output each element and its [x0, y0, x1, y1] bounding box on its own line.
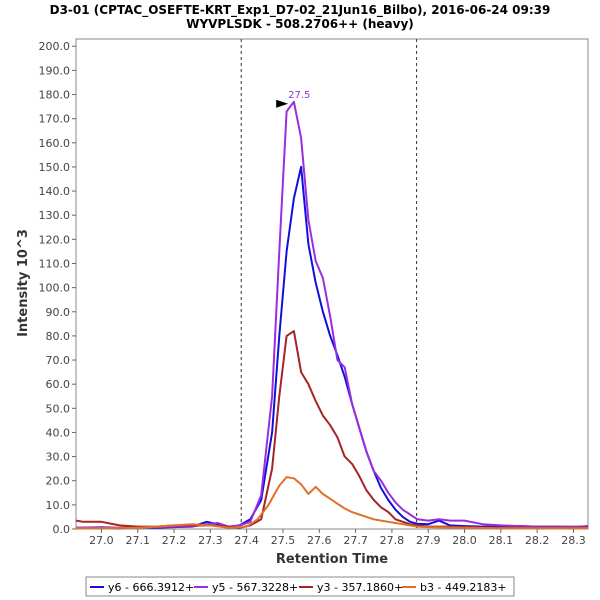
x-tick-label: 27.7 — [343, 534, 368, 547]
x-tick-label: 27.9 — [416, 534, 441, 547]
x-axis-ticks: 27.0 27.1 27.2 27.3 27.4 27.5 27.6 27.7 27.8 27.9… — [89, 529, 586, 547]
y-tick-label: 130.0 — [39, 209, 71, 222]
legend-label-y3: y3 - 357.1860+ — [317, 581, 403, 594]
y-tick-label: 90.0 — [46, 306, 71, 319]
x-tick-label: 27.0 — [89, 534, 114, 547]
y-tick-label: 180.0 — [39, 89, 71, 102]
peak-label: 27.5 — [288, 90, 310, 101]
y-axis-ticks: 0.0 10.0 20.0 30.0 40.0 50.0 60.0 70.0 80.0 90.0 1… — [39, 40, 76, 536]
x-tick-label: 27.8 — [380, 534, 405, 547]
y-tick-label: 120.0 — [39, 233, 71, 246]
chart-subtitle: WYVPLSDK - 508.2706++ (heavy) — [186, 17, 414, 31]
chart-title: D3-01 (CPTAC_OSEFTE-KRT_Exp1_D7-02_21Jun… — [50, 3, 551, 18]
x-tick-label: 27.1 — [125, 534, 150, 547]
x-tick-label: 27.6 — [307, 534, 332, 547]
y-tick-label: 40.0 — [46, 426, 71, 439]
integration-bounds — [240, 39, 418, 529]
x-tick-label: 28.3 — [561, 534, 586, 547]
y-tick-label: 30.0 — [46, 451, 71, 464]
y-tick-label: 10.0 — [46, 499, 71, 512]
x-tick-label: 27.5 — [271, 534, 296, 547]
legend-label-y5: y5 - 567.3228+ — [212, 581, 298, 594]
x-tick-label: 27.3 — [198, 534, 223, 547]
x-tick-label: 27.4 — [234, 534, 259, 547]
y-tick-label: 50.0 — [46, 402, 71, 415]
x-tick-label: 28.2 — [525, 534, 550, 547]
legend: y6 - 666.3912+ y5 - 567.3228+ y3 - 357.1… — [85, 576, 515, 597]
plot-area: 0.0 10.0 20.0 30.0 40.0 50.0 60.0 70.0 80.0 90.0 1… — [39, 38, 589, 547]
y-tick-label: 100.0 — [39, 282, 71, 295]
peak-marker-icon — [276, 99, 289, 108]
plot-frame — [75, 38, 589, 530]
series-line-b3 — [76, 476, 588, 530]
x-tick-label: 28.1 — [489, 534, 514, 547]
y-tick-label: 200.0 — [39, 40, 71, 53]
y-tick-label: 80.0 — [46, 330, 71, 343]
series-line-y5 — [75, 100, 588, 529]
y-tick-label: 110.0 — [39, 257, 71, 270]
x-tick-label: 27.2 — [162, 534, 187, 547]
peak-annotation: 27.5 — [276, 90, 310, 108]
y-tick-label: 0.0 — [53, 523, 71, 536]
y-tick-label: 160.0 — [39, 137, 71, 150]
y-tick-label: 150.0 — [39, 161, 71, 174]
y-tick-label: 170.0 — [39, 113, 71, 126]
y-tick-label: 190.0 — [39, 64, 71, 77]
x-tick-label: 28.0 — [452, 534, 477, 547]
y-tick-label: 70.0 — [46, 354, 71, 367]
y-tick-label: 20.0 — [46, 475, 71, 488]
y-tick-label: 140.0 — [39, 185, 71, 198]
y-tick-label: 60.0 — [46, 378, 71, 391]
series-lines — [75, 100, 589, 530]
x-axis-label: Retention Time — [276, 552, 388, 567]
legend-label-b3: b3 - 449.2183+ — [420, 581, 507, 594]
y-axis-label: Intensity 10^3 — [16, 229, 31, 337]
legend-label-y6: y6 - 666.3912+ — [108, 581, 194, 594]
